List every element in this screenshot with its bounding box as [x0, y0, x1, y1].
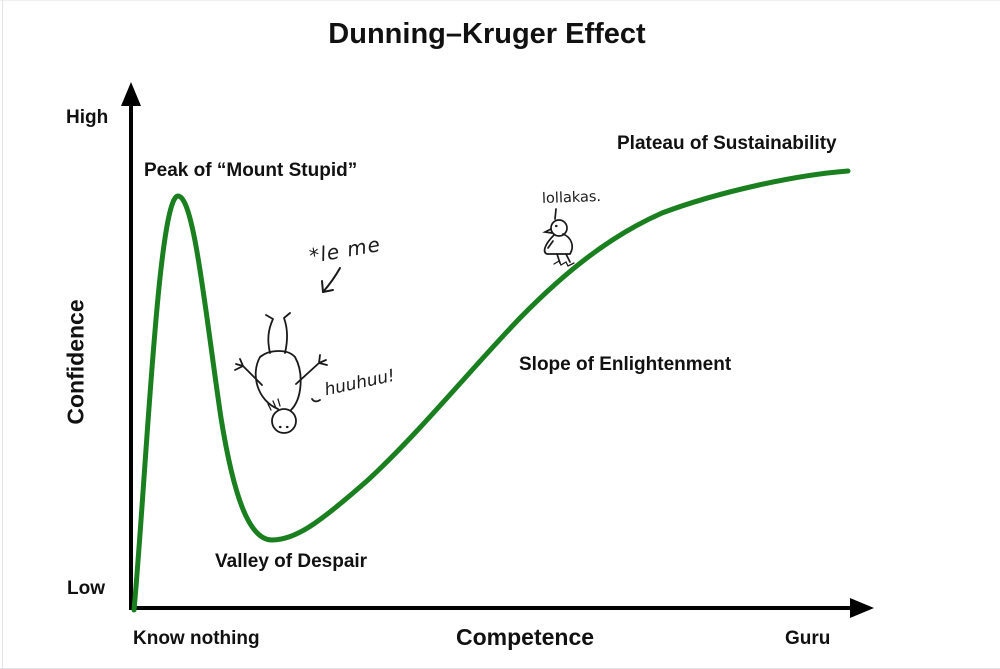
figure-arms — [234, 354, 328, 386]
x-axis-left-tick: Know nothing — [133, 628, 260, 649]
climber-arm — [547, 240, 554, 249]
y-axis-high-tick: High — [66, 107, 109, 128]
x-axis-right-tick: Guru — [785, 628, 831, 649]
region-label-slope: Slope of Enlightenment — [519, 354, 732, 375]
figure-body — [254, 350, 302, 411]
frame-edge-left — [2, 0, 3, 669]
figure-head — [271, 408, 297, 434]
region-label-peak: Peak of “Mount Stupid” — [144, 160, 358, 181]
y-axis-low-tick: Low — [67, 578, 105, 599]
figure-hair — [267, 398, 281, 411]
falling-stick-figure-icon — [234, 312, 328, 434]
huuhuu-dash — [311, 398, 321, 403]
climber-callout-line — [554, 208, 557, 220]
frame-edge-top — [0, 0, 1000, 1]
down-left-arrow-icon — [321, 267, 341, 293]
y-axis-label: Confidence — [62, 299, 89, 425]
x-axis-label: Competence — [456, 624, 595, 650]
climber-body — [543, 233, 573, 255]
climbing-stick-figure-icon — [542, 208, 575, 267]
annotation-lollakas: lollakas. — [541, 188, 602, 208]
climber-beak — [542, 228, 553, 234]
climber-feet-scribble — [553, 260, 575, 267]
chart-title: Dunning–Kruger Effect — [328, 18, 646, 50]
dk-curve — [131, 168, 851, 613]
x-axis — [129, 598, 874, 618]
region-label-valley: Valley of Despair — [215, 551, 368, 572]
region-label-plateau: Plateau of Sustainability — [617, 133, 837, 154]
y-axis — [121, 82, 141, 610]
x-axis-arrowhead — [850, 598, 874, 618]
y-axis-arrowhead — [121, 82, 141, 106]
climber-head — [550, 219, 568, 237]
figure-legs — [265, 312, 291, 354]
